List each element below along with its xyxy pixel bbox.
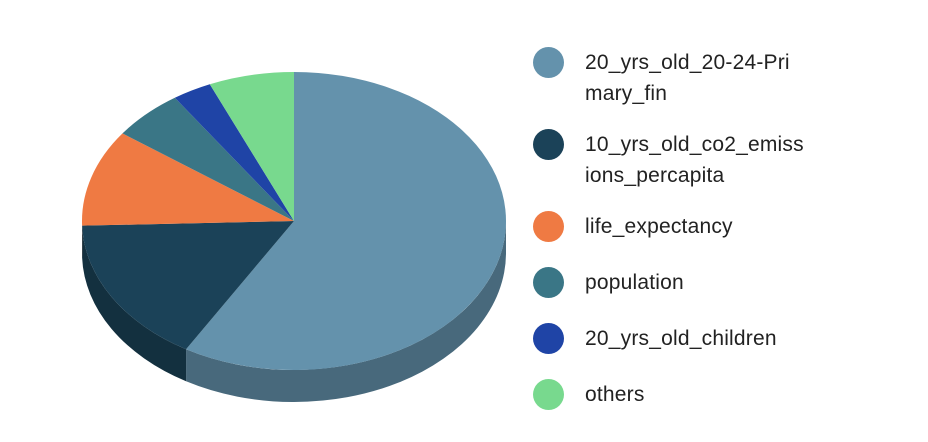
pie-slice-others[interactable] [209,72,294,221]
legend-item-population[interactable]: population [533,267,913,298]
legend-swatch [533,379,564,410]
pie-side-20-yrs-old-20-24-primary-fin [186,221,506,402]
legend-item-10-yrs-old-co2-emissions-percapita[interactable]: 10_yrs_old_co2_emissions_percapita [533,129,913,191]
legend-swatch [533,323,564,354]
legend-swatch [533,211,564,242]
legend-swatch [533,47,564,78]
pie-slice-life-expectancy[interactable] [81,133,294,226]
legend-item-20-yrs-old-children[interactable]: 20_yrs_old_children [533,323,913,354]
pie-depth-layer [82,221,506,402]
pie-slice-20-yrs-old-children[interactable] [174,84,294,221]
legend-label: population [585,271,684,294]
pie-top-layer [81,72,507,371]
legend: 20_yrs_old_20-24-Primary_fin 10_yrs_old_c… [533,23,913,410]
pie-side-10-yrs-old-co2-emissions-percapita [82,225,187,382]
legend-item-life-expectancy[interactable]: life_expectancy [533,211,913,242]
legend-label: 20_yrs_old_children [585,327,777,350]
legend-swatch [533,129,564,160]
legend-item-20-yrs-old-20-24-primary-fin[interactable]: 20_yrs_old_20-24-Primary_fin [533,47,913,109]
legend-item-others[interactable]: others [533,379,913,410]
pie-slice-population[interactable] [122,97,294,221]
legend-swatch [533,267,564,298]
legend-label: life_expectancy [585,215,733,238]
legend-label: others [585,383,645,406]
pie-slice-10-yrs-old-co2-emissions-percapita[interactable] [82,221,294,350]
pie-slice-20-yrs-old-20-24-primary-fin[interactable] [186,72,507,371]
legend-label: 10_yrs_old_co2_emissions_percapita [585,133,804,187]
legend-label: 20_yrs_old_20-24-Primary_fin [585,51,790,105]
